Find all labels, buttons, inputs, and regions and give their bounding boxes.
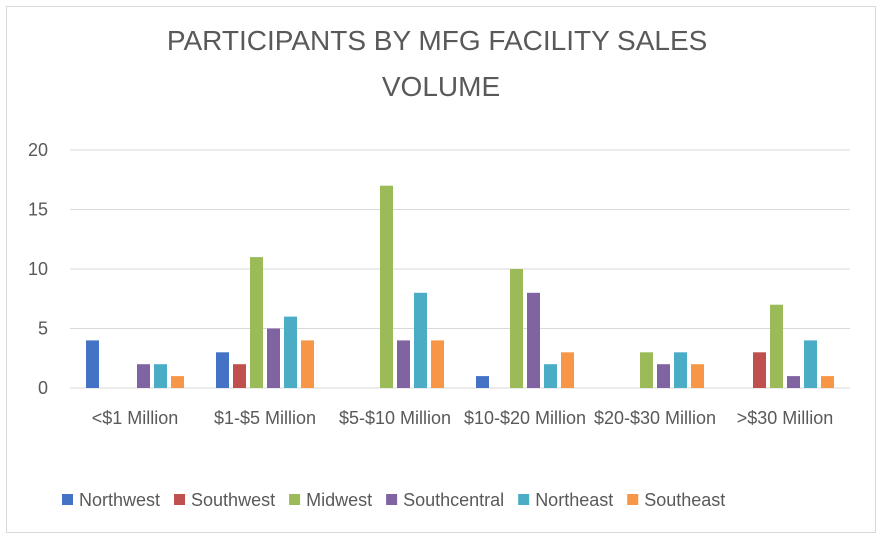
bar (250, 257, 263, 388)
bar (510, 269, 523, 388)
x-tick-label: <$1 Million (92, 408, 179, 428)
bar (561, 352, 574, 388)
bar (301, 340, 314, 388)
bar (691, 364, 704, 388)
legend-label: Southcentral (403, 490, 504, 510)
legend-swatch (174, 494, 186, 505)
legend-label: Midwest (306, 490, 372, 510)
bar (527, 292, 540, 388)
bar (397, 340, 410, 388)
bar (804, 340, 817, 388)
bar (267, 328, 280, 388)
y-tick-label: 0 (38, 378, 48, 398)
legend-swatch (62, 494, 73, 505)
bar (657, 364, 670, 388)
bar (171, 376, 184, 388)
bar (476, 376, 489, 388)
bar (787, 376, 800, 388)
x-tick-label: $5-$10 Million (339, 408, 451, 428)
legend-label: Northeast (535, 490, 613, 510)
x-tick-label: $10-$20 Million (464, 408, 586, 428)
chart-title: PARTICIPANTS BY MFG FACILITY SALES VOLUM… (167, 25, 715, 102)
bar (414, 292, 427, 388)
legend-label: Northwest (79, 490, 160, 510)
bar (284, 316, 297, 388)
y-tick-label: 15 (28, 200, 48, 220)
y-tick-label: 10 (28, 259, 48, 279)
legend-swatch (518, 494, 530, 505)
y-tick-label: 5 (38, 319, 48, 339)
legend-swatch (289, 494, 301, 505)
x-tick-label: $1-$5 Million (214, 408, 316, 428)
bar (821, 376, 834, 388)
x-tick-label: >$30 Million (737, 408, 834, 428)
bar (674, 352, 687, 388)
legend-label: Southwest (191, 490, 275, 510)
bar (770, 304, 783, 388)
bar (233, 364, 246, 388)
bar (753, 352, 766, 388)
legend-label: Southeast (644, 490, 725, 510)
y-tick-label: 20 (28, 140, 48, 160)
bar (431, 340, 444, 388)
legend-swatch (386, 494, 398, 505)
bar (380, 185, 393, 388)
bar (216, 352, 229, 388)
bar (137, 364, 150, 388)
bar (86, 340, 99, 388)
bar (640, 352, 653, 388)
bar (154, 364, 167, 388)
bar (544, 364, 557, 388)
x-tick-label: $20-$30 Million (594, 408, 716, 428)
legend-swatch (627, 494, 639, 505)
